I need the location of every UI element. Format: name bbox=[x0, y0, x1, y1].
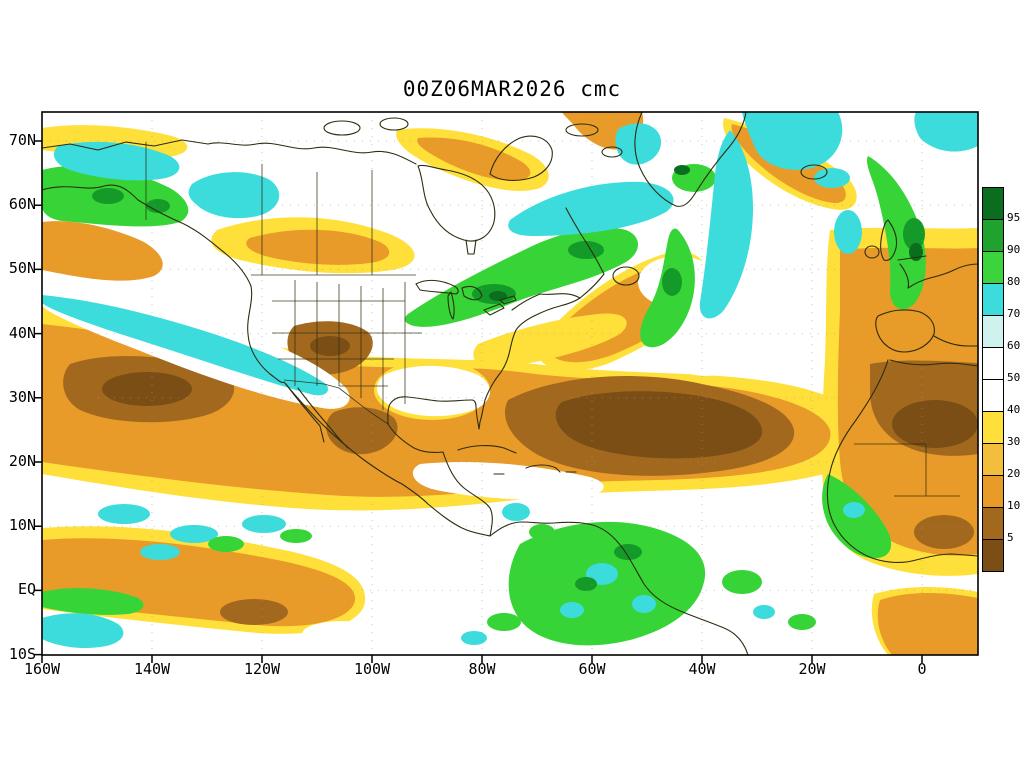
axis-ticks bbox=[34, 140, 923, 663]
colorbar-tick-label: 50 bbox=[1007, 371, 1021, 384]
lon-tick-label: 160W bbox=[23, 660, 61, 678]
colorbar-tick-label: 90 bbox=[1007, 243, 1021, 256]
colorbar-cell bbox=[983, 315, 1003, 347]
lat-tick-label: 10N bbox=[8, 516, 36, 535]
lon-tick-label: 0 bbox=[917, 660, 927, 678]
lon-tick-label: 140W bbox=[133, 660, 171, 678]
lon-tick-label: 80W bbox=[468, 660, 496, 678]
lon-tick-label: 60W bbox=[578, 660, 606, 678]
lon-tick-label: 20W bbox=[798, 660, 826, 678]
lat-tick-label: EQ bbox=[17, 580, 36, 599]
lon-tick-label: 40W bbox=[688, 660, 716, 678]
lat-tick-label: 70N bbox=[8, 131, 36, 149]
lat-tick-label: 50N bbox=[8, 259, 36, 278]
colorbar-tick-label: 40 bbox=[1007, 403, 1021, 416]
colorbar-cell bbox=[983, 379, 1003, 411]
colorbar-cell bbox=[983, 219, 1003, 251]
lat-tick-label: 30N bbox=[8, 387, 36, 406]
colorbar-cell bbox=[983, 539, 1003, 571]
lat-tick-label: 40N bbox=[8, 323, 36, 342]
colorbar-cell bbox=[983, 347, 1003, 379]
plot-border bbox=[41, 111, 979, 656]
lon-tick-label: 120W bbox=[243, 660, 281, 678]
lat-tick-label: 60N bbox=[8, 195, 36, 214]
colorbar-tick-label: 95 bbox=[1007, 211, 1021, 224]
lat-tick-label: 20N bbox=[8, 452, 36, 470]
colorbar bbox=[982, 187, 1004, 572]
colorbar-tick-label: 10 bbox=[1007, 499, 1021, 512]
colorbar-tick-label: 20 bbox=[1007, 467, 1021, 480]
title-line-1: 00Z06MAR2026 cmc bbox=[402, 77, 622, 101]
colorbar-tick-label: 80 bbox=[1007, 275, 1021, 288]
lon-tick-label: 100W bbox=[353, 660, 391, 678]
colorbar-tick-label: 60 bbox=[1007, 339, 1021, 352]
colorbar-cell bbox=[983, 283, 1003, 315]
colorbar-cell bbox=[983, 475, 1003, 507]
colorbar-tick-label: 5 bbox=[1007, 531, 1014, 544]
lat-tick-label: 10S bbox=[8, 644, 36, 663]
colorbar-tick-label: 30 bbox=[1007, 435, 1021, 448]
coastlines bbox=[42, 112, 978, 655]
colorbar-cell bbox=[983, 188, 1003, 219]
map-plot bbox=[34, 111, 979, 663]
humidity-field bbox=[42, 112, 978, 655]
colorbar-cell bbox=[983, 411, 1003, 443]
colorbar-cell bbox=[983, 507, 1003, 539]
colorbar-tick-label: 70 bbox=[1007, 307, 1021, 320]
colorbar-cell bbox=[983, 251, 1003, 283]
colorbar-cell bbox=[983, 443, 1003, 475]
